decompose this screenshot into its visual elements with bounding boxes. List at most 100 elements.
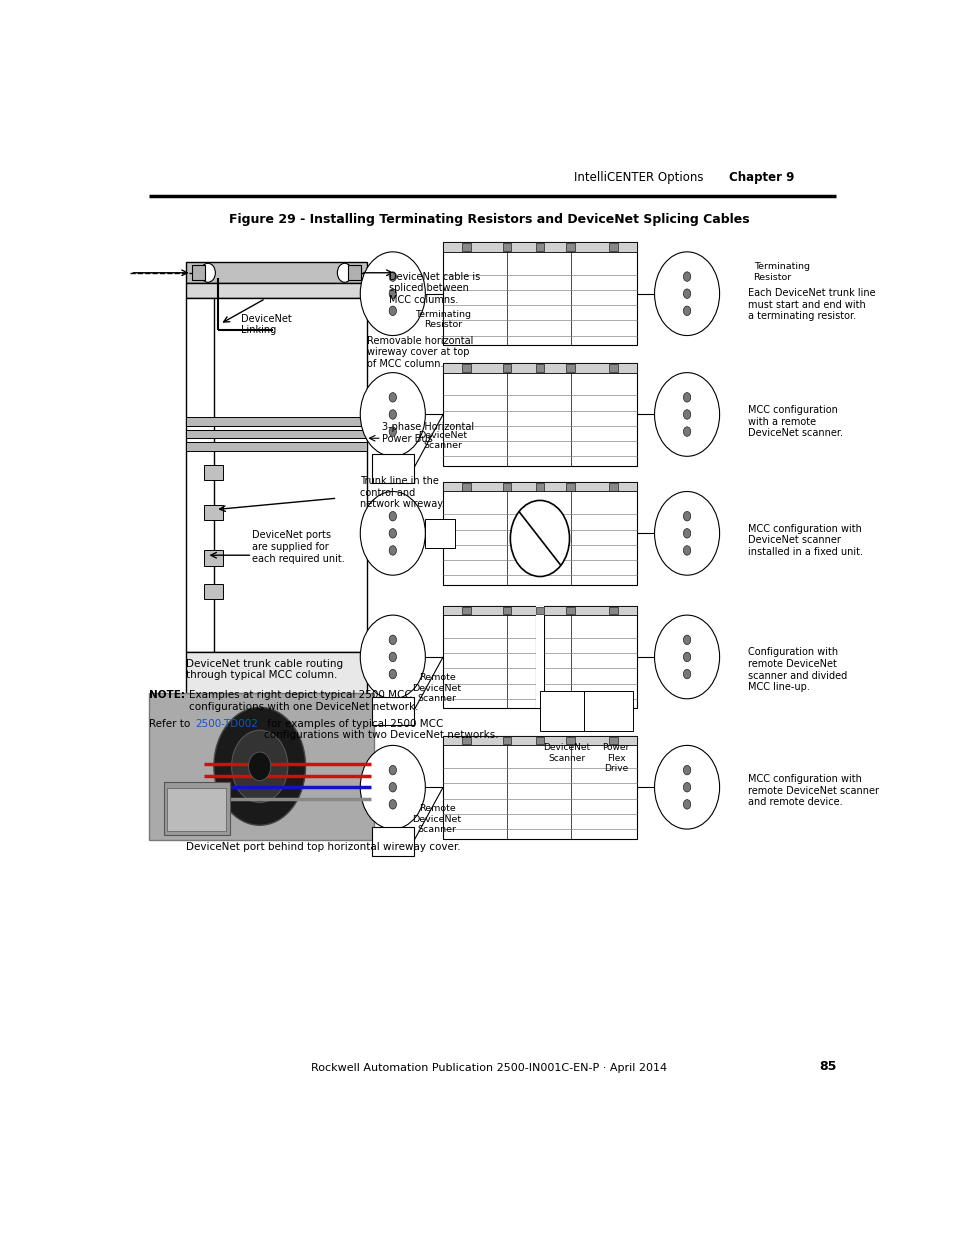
Bar [461, 483, 470, 490]
Circle shape [682, 669, 690, 679]
Circle shape [389, 669, 396, 679]
Circle shape [389, 546, 396, 556]
Text: Chapter 9: Chapter 9 [728, 172, 794, 184]
Circle shape [232, 730, 288, 803]
Circle shape [682, 652, 690, 662]
Bar [425, 519, 455, 547]
Circle shape [682, 783, 690, 792]
Text: for examples of typical 2500 MCC
configurations with two DeviceNet networks.: for examples of typical 2500 MCC configu… [264, 719, 498, 740]
Text: DeviceNet
Linking: DeviceNet Linking [241, 314, 292, 335]
Bar [204, 584, 223, 599]
Text: Figure 29 - Installing Terminating Resistors and DeviceNet Splicing Cables: Figure 29 - Installing Terminating Resis… [229, 214, 748, 226]
Circle shape [360, 373, 425, 456]
Bar [608, 483, 618, 490]
Circle shape [360, 746, 425, 829]
Circle shape [360, 615, 425, 699]
Bar [502, 483, 511, 490]
Circle shape [682, 529, 690, 538]
Bar [204, 505, 223, 520]
Bar [539, 692, 595, 731]
Circle shape [682, 306, 690, 316]
Bar [186, 299, 367, 652]
Bar [535, 243, 544, 251]
Circle shape [654, 373, 719, 456]
Text: 85: 85 [819, 1060, 836, 1072]
Bar [608, 606, 618, 614]
Circle shape [389, 427, 396, 436]
Bar [164, 783, 230, 835]
Circle shape [389, 652, 396, 662]
Bar [442, 363, 636, 373]
Bar [535, 364, 544, 372]
Bar [372, 697, 413, 725]
Circle shape [654, 615, 719, 699]
Circle shape [213, 708, 305, 825]
Bar [204, 464, 223, 480]
Bar [442, 482, 636, 584]
Bar [442, 242, 636, 252]
Circle shape [389, 289, 396, 299]
Circle shape [682, 511, 690, 521]
Bar [204, 551, 223, 566]
Text: Each DeviceNet trunk line
must start and end with
a terminating resistor.: Each DeviceNet trunk line must start and… [747, 288, 875, 321]
Text: MCC configuration
with a remote
DeviceNet scanner.: MCC configuration with a remote DeviceNe… [747, 405, 841, 438]
Bar [566, 737, 575, 745]
Circle shape [682, 546, 690, 556]
Bar [167, 788, 226, 831]
Text: Remote
DeviceNet
Scanner: Remote DeviceNet Scanner [413, 804, 461, 834]
Bar [566, 483, 575, 490]
Bar [566, 243, 575, 251]
Circle shape [249, 752, 271, 781]
Text: IntelliCENTER Options: IntelliCENTER Options [574, 172, 702, 184]
Bar [186, 283, 367, 299]
Circle shape [389, 410, 396, 419]
Circle shape [389, 272, 396, 282]
Circle shape [200, 263, 215, 283]
Bar [186, 417, 367, 426]
Circle shape [682, 427, 690, 436]
Bar [461, 364, 470, 372]
Circle shape [389, 393, 396, 403]
Text: NOTE:: NOTE: [149, 690, 185, 700]
Circle shape [389, 766, 396, 774]
Bar [186, 652, 367, 700]
Circle shape [682, 410, 690, 419]
Bar [584, 692, 632, 731]
Text: DeviceNet port behind top horizontal wireway cover.: DeviceNet port behind top horizontal wir… [186, 842, 460, 852]
Bar [347, 266, 360, 280]
Bar [502, 606, 511, 614]
Circle shape [337, 263, 352, 283]
Bar [461, 243, 470, 251]
Text: Terminating
Resistor: Terminating Resistor [415, 310, 471, 330]
Text: DeviceNet
Scanner: DeviceNet Scanner [418, 431, 467, 450]
Bar [442, 605, 636, 709]
Circle shape [360, 492, 425, 576]
Circle shape [654, 746, 719, 829]
Bar [186, 262, 367, 283]
Text: DeviceNet cable is
spliced between
MCC columns.: DeviceNet cable is spliced between MCC c… [389, 272, 480, 305]
Text: DeviceNet ports
are supplied for
each required unit.: DeviceNet ports are supplied for each re… [252, 531, 345, 563]
Bar [192, 266, 205, 280]
Bar [608, 243, 618, 251]
Circle shape [654, 252, 719, 336]
Circle shape [682, 289, 690, 299]
Circle shape [389, 799, 396, 809]
Bar [535, 737, 544, 745]
Text: Power
Flex
Drive: Power Flex Drive [602, 743, 629, 773]
Text: MCC configuration with
remote DeviceNet scanner
and remote device.: MCC configuration with remote DeviceNet … [747, 774, 878, 808]
Bar [502, 364, 511, 372]
Text: MCC configuration with
DeviceNet scanner
installed in a fixed unit.: MCC configuration with DeviceNet scanner… [747, 524, 862, 557]
Bar [608, 737, 618, 745]
Text: Removable horizontal
wireway cover at top
of MCC column.: Removable horizontal wireway cover at to… [367, 336, 473, 369]
Circle shape [682, 635, 690, 645]
Circle shape [682, 799, 690, 809]
Bar [442, 242, 636, 345]
Bar [535, 483, 544, 490]
Text: Refer to: Refer to [149, 719, 193, 729]
Circle shape [682, 272, 690, 282]
Bar [566, 606, 575, 614]
Bar [461, 606, 470, 614]
Circle shape [682, 393, 690, 403]
Bar [535, 606, 544, 614]
Circle shape [654, 492, 719, 576]
